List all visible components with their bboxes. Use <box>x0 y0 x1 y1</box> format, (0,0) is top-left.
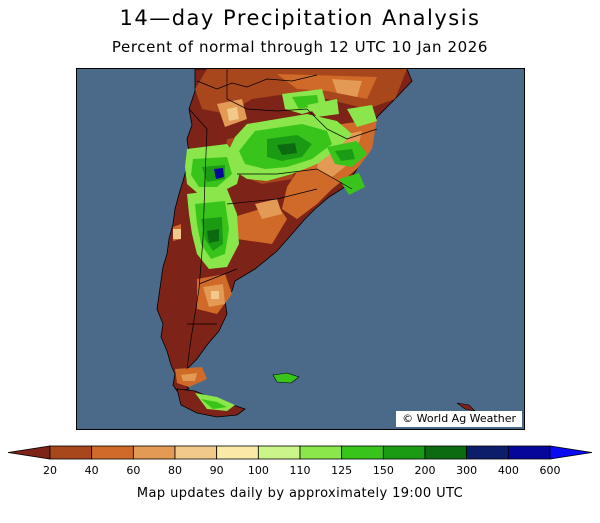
legend-tick-label: 300 <box>456 464 477 477</box>
page-title: 14—day Precipitation Analysis <box>119 6 481 30</box>
legend-swatch <box>257 445 301 460</box>
legend-tick-label: 60 <box>126 464 140 477</box>
precip-patches <box>173 69 407 411</box>
footer-note: Map updates daily by approximately 19:00… <box>136 486 464 501</box>
legend-swatch <box>299 445 343 460</box>
legend-swatch <box>49 445 93 460</box>
legend-arrow-low <box>7 445 51 460</box>
country-borders <box>186 69 378 370</box>
legend-swatch <box>424 445 468 460</box>
legend-tick-label: 125 <box>331 464 352 477</box>
legend-tick-label: 110 <box>290 464 311 477</box>
legend-tick-label: 20 <box>43 464 57 477</box>
page-subtitle: Percent of normal through 12 UTC 10 Jan … <box>111 38 489 56</box>
land-falkland-islands <box>272 372 300 384</box>
copyright-credit: © World Ag Weather <box>396 411 522 427</box>
legend-arrow-high <box>549 445 593 460</box>
legend-swatch <box>174 445 218 460</box>
legend-swatch <box>216 445 259 460</box>
legend-tick-label: 600 <box>540 464 561 477</box>
legend-tick-label: 200 <box>415 464 436 477</box>
legend-swatch <box>507 445 551 460</box>
legend-swatch <box>466 445 509 460</box>
legend-tick-label: 80 <box>168 464 182 477</box>
legend-tick-label: 90 <box>210 464 224 477</box>
legend-swatch <box>382 445 426 460</box>
legend-tick-label: 40 <box>85 464 99 477</box>
legend-tick-label: 100 <box>248 464 269 477</box>
legend-bar: 20 40 60 80 90 100 110 125 150 200 300 400 600 <box>7 445 593 477</box>
legend-swatch <box>341 445 384 460</box>
color-legend: 20 40 60 80 90 100 110 125 150 200 300 400 600 <box>0 444 600 480</box>
legend-tick-label: 400 <box>498 464 519 477</box>
legend-swatch <box>91 445 134 460</box>
legend-tick-label: 150 <box>373 464 394 477</box>
precipitation-map: © World Ag Weather <box>76 68 525 430</box>
legend-swatch <box>132 445 176 460</box>
map-canvas <box>77 69 524 429</box>
